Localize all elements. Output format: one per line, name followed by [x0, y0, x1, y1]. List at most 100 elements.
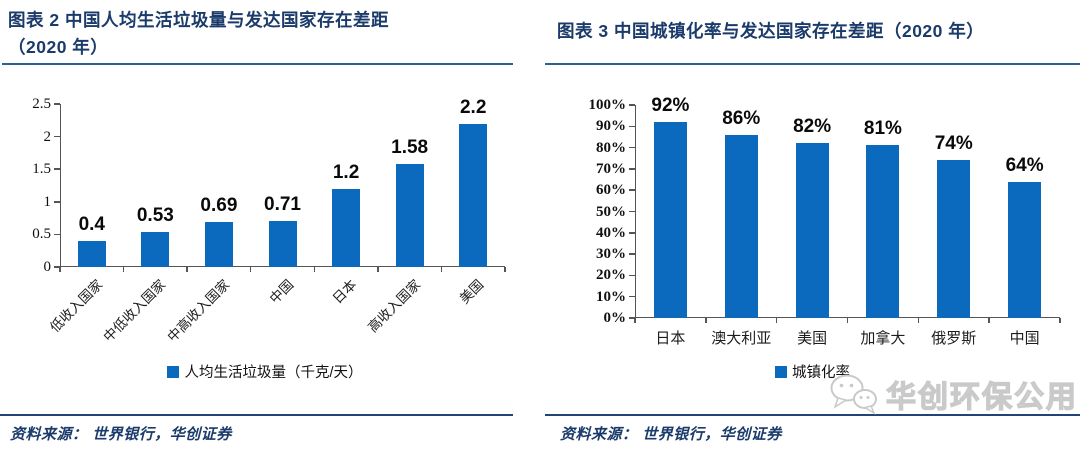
- y-axis-tick-label: 90%: [596, 118, 626, 135]
- bar-value-label: 0.69: [200, 195, 238, 216]
- figure-2-source-rule: [0, 414, 513, 416]
- figure-2-panel: 图表 2 中国人均生活垃圾量与发达国家存在差距 （2020 年） 0 0.5 1 1.…: [0, 0, 530, 452]
- figure-2-legend-label: 人均生活垃圾量（千克/天）: [184, 365, 363, 381]
- y-axis-tick-label: 0: [43, 259, 52, 275]
- y-axis-tick: [629, 210, 635, 213]
- x-axis-tick: [846, 318, 849, 323]
- bar: [395, 163, 424, 267]
- x-category-label: 美国: [797, 331, 828, 347]
- bar: [724, 134, 758, 318]
- y-axis-tick-label: 80%: [596, 139, 626, 156]
- y-axis-tick: [629, 295, 635, 298]
- y-axis-tick-label: 50%: [596, 203, 626, 220]
- y-axis-tick: [629, 274, 635, 277]
- figure-3-bar-chart: 0% 10% 20% 30% 40% 50% 60% 70% 80% 90% 100% 92% 日本 86…: [545, 88, 1080, 364]
- bar: [332, 188, 361, 267]
- x-category-label: 澳大利亚: [711, 331, 772, 347]
- x-category-label: 加拿大: [860, 331, 906, 347]
- y-axis-tick: [629, 189, 635, 191]
- legend-swatch-icon: [167, 365, 180, 378]
- source-text: 世界银行，华创证券: [92, 426, 232, 443]
- x-category-label: 俄罗斯: [931, 331, 977, 347]
- bar-value-label: 0.4: [78, 213, 105, 235]
- y-axis-tick-label: 1: [43, 193, 52, 210]
- figure-2-title-line1: 图表 2 中国人均生活垃圾量与发达国家存在差距: [8, 10, 389, 30]
- bar: [653, 122, 687, 318]
- x-axis-tick: [249, 267, 252, 272]
- x-axis-tick: [59, 267, 61, 272]
- figure-3-legend-label: 城镇化率: [792, 365, 850, 381]
- watermark-text: 华创环保公用: [885, 380, 1078, 414]
- bar-value-label: 0.71: [264, 193, 301, 215]
- y-axis-tick: [54, 233, 60, 236]
- legend-swatch-icon: [775, 365, 787, 378]
- figure-3-title-rule: [545, 63, 1080, 65]
- y-axis-tick: [629, 253, 635, 255]
- wechat-icon: [830, 374, 877, 415]
- x-category-label: 中国: [1009, 331, 1040, 347]
- figure-3-title-line1: 图表 3 中国城镇化率与发达国家存在差距（2020 年）: [557, 21, 985, 41]
- x-axis-tick: [313, 267, 316, 272]
- bar-value-label: 1.2: [332, 161, 360, 183]
- y-axis-tick: [54, 201, 60, 203]
- bar-value-label: 74%: [934, 133, 973, 155]
- y-axis-tick: [629, 317, 635, 319]
- y-axis-tick-label: 40%: [596, 224, 626, 241]
- figure-3-source-rule: [545, 414, 1080, 416]
- figure-2-bar-chart: 0 0.5 1 1.5 2 2.5 0.4 低收入国家 0.53 中低收入国家 0.69 中高收入国家…: [0, 88, 530, 364]
- figure-3-title: 图表 3 中国城镇化率与发达国家存在差距（2020 年）: [557, 18, 1062, 45]
- bar-value-label: 82%: [793, 116, 832, 138]
- bar-value-label: 92%: [651, 95, 690, 117]
- bar-value-label: 2.2: [459, 96, 487, 118]
- y-axis-tick: [54, 266, 60, 268]
- bar-value-label: 86%: [722, 107, 761, 129]
- bar-value-label: 1.58: [391, 136, 429, 158]
- bar-value-label: 64%: [1005, 154, 1044, 176]
- y-axis-tick-label: 0.5: [32, 226, 51, 243]
- x-axis-tick: [775, 318, 778, 323]
- x-axis-tick: [1059, 318, 1061, 323]
- bar: [77, 240, 106, 267]
- figure-2-title-rule: [2, 63, 513, 65]
- y-axis-tick-label: 2.5: [32, 96, 51, 112]
- x-axis-tick: [634, 318, 636, 323]
- bar: [937, 160, 971, 318]
- bar: [866, 145, 900, 318]
- y-axis-tick: [629, 232, 635, 234]
- figure-3-source: 资料来源： 世界银行，华创证券: [560, 423, 782, 444]
- figure-3-legend: 城镇化率: [545, 361, 1080, 382]
- y-axis-tick: [629, 146, 635, 149]
- x-axis-tick: [377, 267, 379, 272]
- y-axis-tick-label: 30%: [596, 246, 626, 263]
- figure-2-title: 图表 2 中国人均生活垃圾量与发达国家存在差距 （2020 年）: [8, 7, 513, 61]
- x-axis-tick: [122, 267, 125, 272]
- figure-2-legend: 人均生活垃圾量（千克/天）: [0, 361, 530, 382]
- bar: [204, 222, 233, 267]
- bar-value-label: 81%: [863, 118, 902, 140]
- figure-3-panel: 图表 3 中国城镇化率与发达国家存在差距（2020 年） 0% 10% 20% 30%…: [545, 0, 1080, 452]
- x-axis-tick: [186, 267, 188, 272]
- bar: [795, 143, 829, 318]
- bar: [141, 232, 170, 267]
- y-axis-tick-label: 20%: [596, 267, 626, 284]
- plot-area: [635, 105, 1060, 318]
- y-axis-tick-label: 0%: [603, 310, 627, 326]
- y-axis-tick: [629, 168, 635, 170]
- y-axis-tick-label: 60%: [596, 182, 626, 199]
- y-axis-tick: [629, 125, 635, 128]
- y-axis-tick: [629, 104, 635, 106]
- y-axis-tick: [54, 168, 60, 170]
- x-axis-tick: [705, 318, 707, 323]
- bar: [1008, 181, 1042, 318]
- watermark: 华创环保公用: [828, 372, 1078, 416]
- y-axis-tick-label: 70%: [596, 160, 626, 177]
- y-axis-tick: [54, 103, 60, 105]
- x-axis-tick: [988, 318, 990, 323]
- x-axis-tick: [917, 318, 920, 323]
- figure-2-title-line2: （2020 年）: [8, 37, 109, 57]
- x-axis-tick: [504, 267, 506, 272]
- y-axis-tick-label: 10%: [596, 288, 626, 305]
- source-label: 资料来源：: [10, 426, 88, 443]
- x-category-label: 日本: [655, 331, 686, 347]
